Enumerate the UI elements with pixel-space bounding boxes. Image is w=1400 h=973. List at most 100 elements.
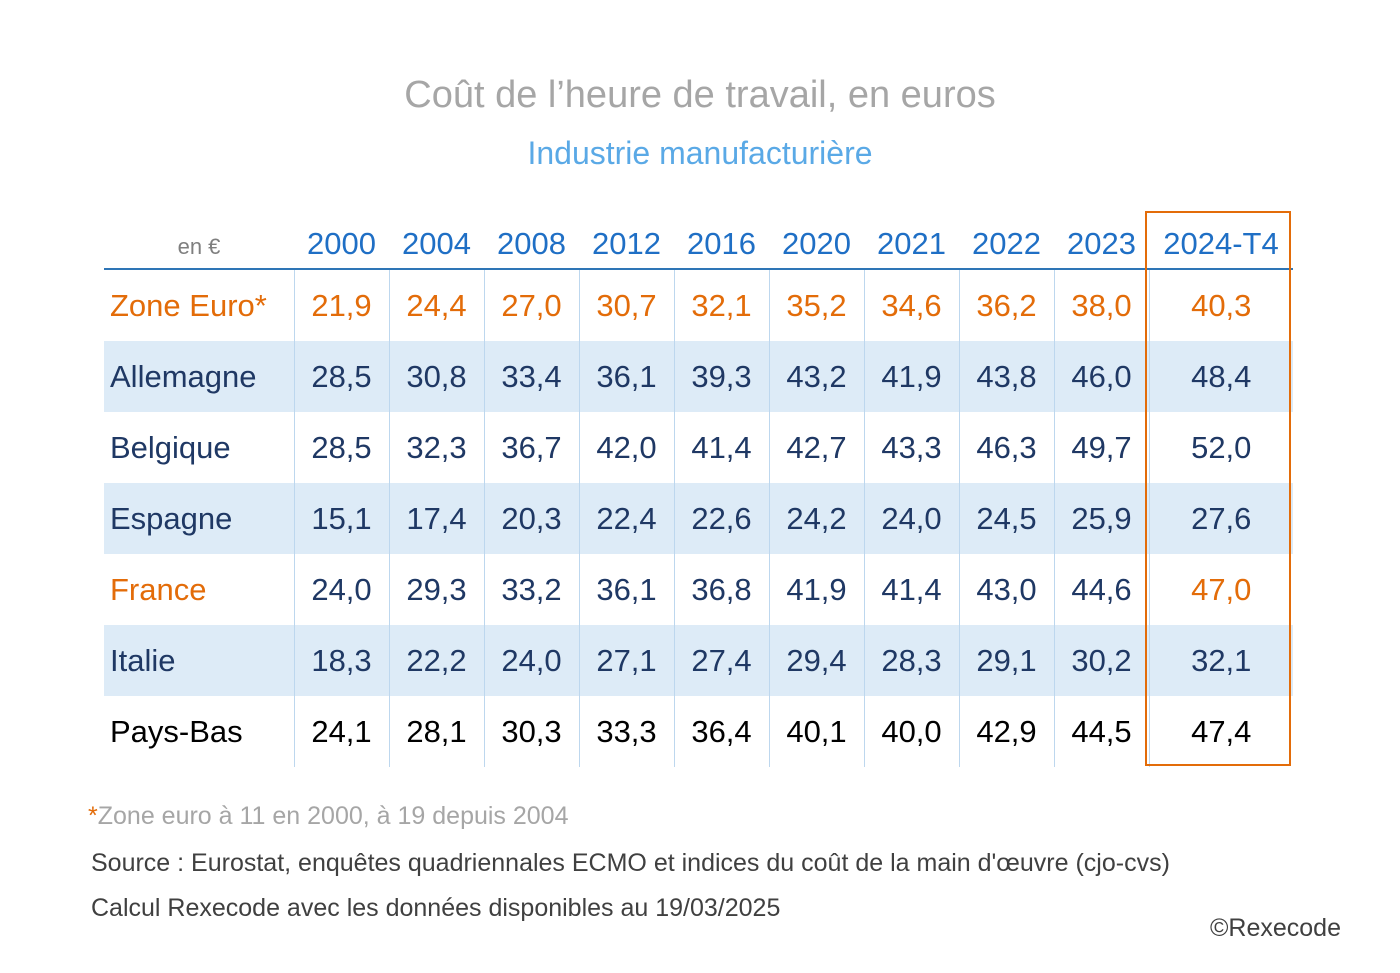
row-label: Pays-Bas [110,713,243,749]
column-header: 2022 [959,210,1054,270]
table-cell: 29,4 [768,625,864,696]
table-cell: 34,6 [863,269,959,341]
table-cell: 27,4 [673,625,769,696]
chart-title: Coût de l’heure de travail, en euros [404,74,996,116]
table-cell: 27,0 [483,269,579,341]
table-cell: 32,1 [1148,625,1293,696]
labor-cost-table: en € 2000 2004 2008 2012 2016 2020 2021 … [104,210,1293,767]
table-cell: 15,1 [293,483,389,554]
row-label: Espagne [104,483,294,554]
table-cell: 24,1 [293,696,389,767]
table-cell: 42,9 [958,696,1054,767]
table-cell: 24,0 [483,625,579,696]
footnote-text: Zone euro à 11 en 2000, à 19 depuis 2004 [97,802,569,830]
table-cell: 49,7 [1053,412,1149,483]
column-header: 2023 [1054,210,1149,270]
footnote: *Zone euro à 11 en 2000, à 19 depuis 200… [88,802,569,831]
table-cell: 28,1 [388,696,484,767]
table-row: Allemagne 28,5 30,8 33,4 36,1 39,3 43,2 41,9 43,… [104,341,1293,412]
row-label: Belgique [110,429,231,465]
table-cell: 44,5 [1053,696,1149,767]
row-label: France [110,571,207,607]
table-cell: 33,2 [483,554,579,625]
source-text: Source : Eurostat, enquêtes quadriennale… [91,849,1170,877]
table-cell: 47,0 [1148,554,1293,625]
table-cell: 40,0 [863,696,959,767]
table-cell: 27,6 [1148,483,1293,554]
table-cell: 17,4 [388,483,484,554]
column-header: 2012 [579,210,674,270]
table-cell: 38,0 [1053,269,1149,341]
table-cell: 32,1 [673,269,769,341]
chart-subtitle: Industrie manufacturière [527,135,873,171]
table-row: France 24,0 29,3 33,2 36,1 36,8 41,9 41,4 43,0 44… [104,554,1293,625]
row-label: Italie [104,625,294,696]
table-cell: 36,1 [578,554,674,625]
table-cell: 28,5 [293,412,389,483]
row-label: Zone Euro* [110,287,267,323]
table-row: Pays-Bas 24,1 28,1 30,3 33,3 36,4 40,1 40,0 42,9… [104,696,1293,767]
header-row: en € 2000 2004 2008 2012 2016 2020 2021 … [104,210,1293,270]
table-cell: 18,3 [293,625,389,696]
table-cell: 36,1 [578,341,674,412]
table-cell: 29,1 [958,625,1054,696]
column-header: 2020 [769,210,864,270]
row-label: Allemagne [104,341,294,412]
table-row: Zone Euro* 21,9 24,4 27,0 30,7 32,1 35,2 34,6 36… [104,269,1293,341]
table-row: Belgique 28,5 32,3 36,7 42,0 41,4 42,7 43,3 46,3… [104,412,1293,483]
table-cell: 30,8 [388,341,484,412]
table-cell: 43,2 [768,341,864,412]
table-cell: 43,8 [958,341,1054,412]
calc-text: Calcul Rexecode avec les données disponi… [91,894,781,922]
table-cell: 32,3 [388,412,484,483]
table-cell: 40,1 [768,696,864,767]
table-cell: 36,4 [673,696,769,767]
table-cell: 47,4 [1148,696,1293,767]
table-cell: 39,3 [673,341,769,412]
table-cell: 22,2 [388,625,484,696]
column-header: 2000 [294,210,389,270]
table-cell: 36,7 [483,412,579,483]
table-row: Italie 18,3 22,2 24,0 27,1 27,4 29,4 28,3 29,1 30… [104,625,1293,696]
table-cell: 43,0 [958,554,1054,625]
table-cell: 33,3 [578,696,674,767]
table-cell: 21,9 [293,269,389,341]
footnote-star: * [88,802,98,830]
table-cell: 28,5 [293,341,389,412]
table-cell: 44,6 [1053,554,1149,625]
table-cell: 33,4 [483,341,579,412]
unit-label: en € [104,210,294,270]
table-cell: 24,5 [958,483,1054,554]
table-cell: 43,3 [863,412,959,483]
table-cell: 41,9 [863,341,959,412]
table-cell: 27,1 [578,625,674,696]
table-cell: 48,4 [1148,341,1293,412]
copyright-text: ©Rexecode [1210,914,1341,942]
table-cell: 46,3 [958,412,1054,483]
highlight-frame [1145,211,1291,766]
table-cell: 41,9 [768,554,864,625]
table-cell: 25,9 [1053,483,1149,554]
table-cell: 24,2 [768,483,864,554]
table-cell: 42,0 [578,412,674,483]
table-cell: 29,3 [388,554,484,625]
table-cell: 41,4 [863,554,959,625]
table-row: Espagne 15,1 17,4 20,3 22,4 22,6 24,2 24,0 24,5 2… [104,483,1293,554]
table-cell: 22,6 [673,483,769,554]
table-cell: 42,7 [768,412,864,483]
table-cell: 30,2 [1053,625,1149,696]
column-header: 2016 [674,210,769,270]
table-cell: 36,2 [958,269,1054,341]
table-cell: 52,0 [1148,412,1293,483]
column-header-highlighted: 2024-T4 [1149,210,1293,270]
column-header: 2004 [389,210,484,270]
table-cell: 36,8 [673,554,769,625]
table-cell: 24,0 [293,554,389,625]
table-cell: 35,2 [768,269,864,341]
table-cell: 41,4 [673,412,769,483]
table-cell: 28,3 [863,625,959,696]
table-cell: 30,7 [578,269,674,341]
table-cell: 30,3 [483,696,579,767]
table-cell: 46,0 [1053,341,1149,412]
column-header: 2021 [864,210,959,270]
